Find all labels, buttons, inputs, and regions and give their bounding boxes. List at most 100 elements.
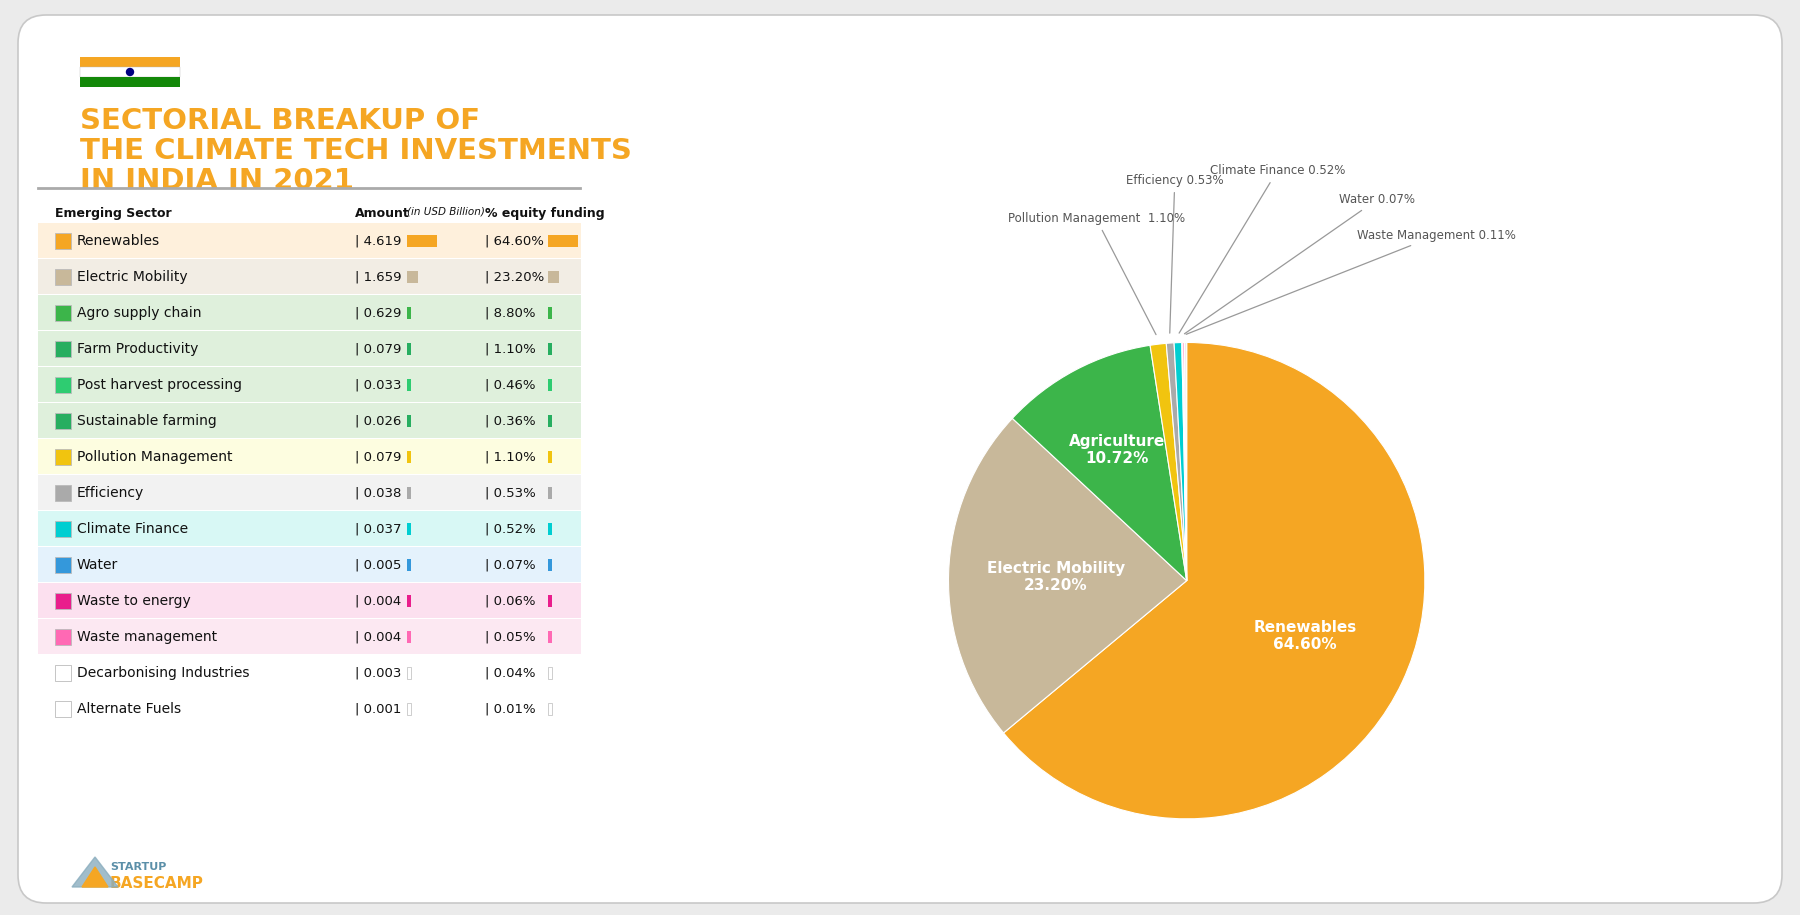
Text: | 0.037: | 0.037	[355, 522, 401, 535]
Text: IN INDIA IN 2021: IN INDIA IN 2021	[79, 167, 355, 195]
Bar	[547, 415, 553, 427]
Bar	[407, 667, 410, 679]
Text: | 1.659: | 1.659	[355, 271, 401, 284]
Bar	[38, 331, 581, 366]
Text: Agro supply chain: Agro supply chain	[77, 306, 202, 320]
Bar	[407, 415, 410, 427]
Bar	[56, 377, 70, 393]
Bar	[547, 559, 553, 571]
Bar	[407, 595, 410, 607]
Circle shape	[126, 69, 133, 76]
Bar	[547, 451, 553, 463]
Bar	[38, 691, 581, 726]
Text: Decarbonising Industries: Decarbonising Industries	[77, 666, 250, 680]
Bar	[547, 667, 553, 679]
Bar	[79, 67, 180, 77]
Text: Climate Finance: Climate Finance	[77, 522, 189, 536]
Text: | 0.46%: | 0.46%	[484, 379, 536, 392]
Text: | 8.80%: | 8.80%	[484, 307, 536, 319]
Bar	[79, 77, 180, 87]
Bar	[56, 341, 70, 357]
Text: Electric Mobility
23.20%: Electric Mobility 23.20%	[986, 561, 1125, 593]
Bar	[56, 629, 70, 645]
Bar	[56, 449, 70, 465]
Text: Sustainable farming: Sustainable farming	[77, 414, 216, 428]
Bar	[407, 631, 410, 643]
Text: | 1.10%: | 1.10%	[484, 342, 536, 356]
Text: | 0.079: | 0.079	[355, 342, 401, 356]
Bar	[38, 439, 581, 474]
Text: STARTUP: STARTUP	[110, 862, 166, 872]
Text: Water: Water	[77, 558, 119, 572]
Bar	[407, 271, 418, 283]
Wedge shape	[1184, 342, 1186, 581]
Bar	[38, 223, 581, 258]
Text: | 0.36%: | 0.36%	[484, 414, 536, 427]
Bar	[56, 413, 70, 429]
Bar	[56, 665, 70, 681]
Text: Pollution Management  1.10%: Pollution Management 1.10%	[1008, 212, 1184, 335]
Bar	[547, 271, 558, 283]
Text: | 0.005: | 0.005	[355, 558, 401, 572]
Text: | 1.10%: | 1.10%	[484, 450, 536, 464]
Wedge shape	[1183, 342, 1186, 581]
Bar	[407, 235, 437, 247]
Text: | 0.001: | 0.001	[355, 703, 401, 716]
Text: Electric Mobility: Electric Mobility	[77, 270, 187, 284]
Bar	[38, 403, 581, 438]
Text: | 0.01%: | 0.01%	[484, 703, 536, 716]
Text: Emerging Sector: Emerging Sector	[56, 207, 171, 220]
Bar	[38, 655, 581, 690]
Text: Efficiency: Efficiency	[77, 486, 144, 500]
Bar	[56, 557, 70, 573]
Text: Alternate Fuels: Alternate Fuels	[77, 702, 182, 716]
Polygon shape	[83, 867, 108, 887]
Bar	[407, 703, 410, 715]
Bar	[547, 523, 553, 535]
Text: Renewables: Renewables	[77, 234, 160, 248]
Wedge shape	[1174, 342, 1186, 581]
Bar	[38, 259, 581, 294]
Text: THE CLIMATE TECH INVESTMENTS: THE CLIMATE TECH INVESTMENTS	[79, 137, 632, 165]
Text: BASECAMP: BASECAMP	[110, 876, 203, 890]
Text: | 0.003: | 0.003	[355, 666, 401, 680]
Text: | 0.026: | 0.026	[355, 414, 401, 427]
Text: | 4.619: | 4.619	[355, 234, 401, 247]
Bar	[38, 295, 581, 330]
Text: (in USD Billion): (in USD Billion)	[407, 207, 484, 217]
Text: Pollution Management: Pollution Management	[77, 450, 232, 464]
Bar	[407, 487, 410, 499]
Bar	[38, 619, 581, 654]
Text: Renewables
64.60%: Renewables 64.60%	[1253, 620, 1357, 652]
Text: Post harvest processing: Post harvest processing	[77, 378, 241, 392]
Text: | 0.05%: | 0.05%	[484, 630, 536, 643]
Bar	[407, 307, 410, 319]
Wedge shape	[949, 418, 1186, 733]
Text: | 0.52%: | 0.52%	[484, 522, 536, 535]
Text: Climate Finance 0.52%: Climate Finance 0.52%	[1179, 165, 1345, 333]
Text: Amount: Amount	[355, 207, 410, 220]
Text: % equity funding: % equity funding	[484, 207, 605, 220]
Text: | 0.07%: | 0.07%	[484, 558, 536, 572]
Text: Efficiency 0.53%: Efficiency 0.53%	[1127, 174, 1224, 333]
Text: | 64.60%: | 64.60%	[484, 234, 544, 247]
Text: | 0.06%: | 0.06%	[484, 595, 536, 608]
Bar	[56, 305, 70, 321]
Text: | 0.038: | 0.038	[355, 487, 401, 500]
Bar	[38, 475, 581, 510]
Bar	[547, 379, 553, 391]
Bar	[56, 521, 70, 537]
Text: Waste to energy: Waste to energy	[77, 594, 191, 608]
Bar	[38, 547, 581, 582]
Text: | 0.53%: | 0.53%	[484, 487, 536, 500]
Text: SECTORIAL BREAKUP OF: SECTORIAL BREAKUP OF	[79, 107, 481, 135]
Text: Waste Management 0.11%: Waste Management 0.11%	[1186, 229, 1516, 334]
Bar	[547, 595, 553, 607]
Bar	[38, 583, 581, 618]
Wedge shape	[1012, 345, 1186, 581]
Bar	[56, 593, 70, 609]
Text: | 0.004: | 0.004	[355, 630, 401, 643]
Text: | 23.20%: | 23.20%	[484, 271, 544, 284]
Bar	[547, 631, 553, 643]
Bar	[547, 307, 553, 319]
